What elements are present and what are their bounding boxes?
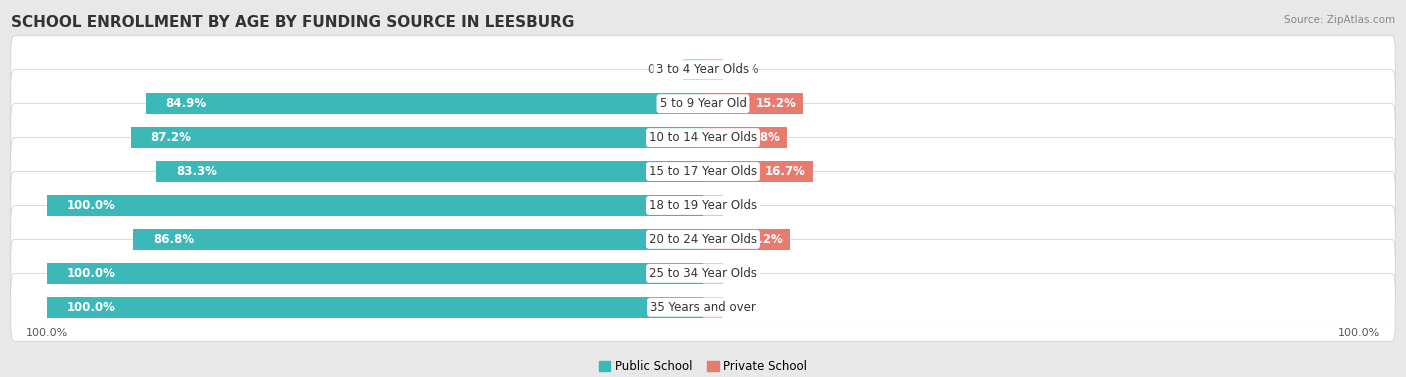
Bar [703,93,803,114]
Bar [46,263,703,284]
Bar [703,161,813,182]
Bar [146,93,703,114]
Bar [134,229,703,250]
Text: 0.0%: 0.0% [730,63,759,76]
Text: 86.8%: 86.8% [153,233,194,246]
Bar [683,59,703,80]
Text: 20 to 24 Year Olds: 20 to 24 Year Olds [650,233,756,246]
Text: 13.2%: 13.2% [742,233,783,246]
FancyBboxPatch shape [11,36,1395,104]
Text: 12.8%: 12.8% [740,131,780,144]
Text: 100.0%: 100.0% [66,267,115,280]
Text: 15 to 17 Year Olds: 15 to 17 Year Olds [650,165,756,178]
Text: 10 to 14 Year Olds: 10 to 14 Year Olds [650,131,756,144]
Bar [156,161,703,182]
Bar [703,229,790,250]
FancyBboxPatch shape [11,70,1395,138]
Text: 100.0%: 100.0% [66,301,115,314]
Text: 0.0%: 0.0% [730,199,759,212]
FancyBboxPatch shape [11,205,1395,273]
Text: 0.0%: 0.0% [647,63,676,76]
Legend: Public School, Private School: Public School, Private School [593,356,813,377]
Bar [703,59,723,80]
Bar [703,195,723,216]
Text: 25 to 34 Year Olds: 25 to 34 Year Olds [650,267,756,280]
Text: Source: ZipAtlas.com: Source: ZipAtlas.com [1284,15,1395,25]
FancyBboxPatch shape [11,138,1395,205]
Bar [703,263,723,284]
Bar [46,195,703,216]
Bar [703,127,787,148]
Text: 83.3%: 83.3% [176,165,217,178]
FancyBboxPatch shape [11,104,1395,172]
Bar [131,127,703,148]
Bar [46,297,703,318]
Text: SCHOOL ENROLLMENT BY AGE BY FUNDING SOURCE IN LEESBURG: SCHOOL ENROLLMENT BY AGE BY FUNDING SOUR… [11,15,575,30]
Bar [703,297,723,318]
FancyBboxPatch shape [11,239,1395,307]
Text: 87.2%: 87.2% [150,131,191,144]
Text: 3 to 4 Year Olds: 3 to 4 Year Olds [657,63,749,76]
Text: 5 to 9 Year Old: 5 to 9 Year Old [659,97,747,110]
FancyBboxPatch shape [11,172,1395,239]
Text: 16.7%: 16.7% [765,165,806,178]
Text: 100.0%: 100.0% [66,199,115,212]
Text: 18 to 19 Year Olds: 18 to 19 Year Olds [650,199,756,212]
Text: 84.9%: 84.9% [166,97,207,110]
Text: 0.0%: 0.0% [730,301,759,314]
Text: 35 Years and over: 35 Years and over [650,301,756,314]
FancyBboxPatch shape [11,273,1395,341]
Text: 15.2%: 15.2% [755,97,796,110]
Text: 0.0%: 0.0% [730,267,759,280]
